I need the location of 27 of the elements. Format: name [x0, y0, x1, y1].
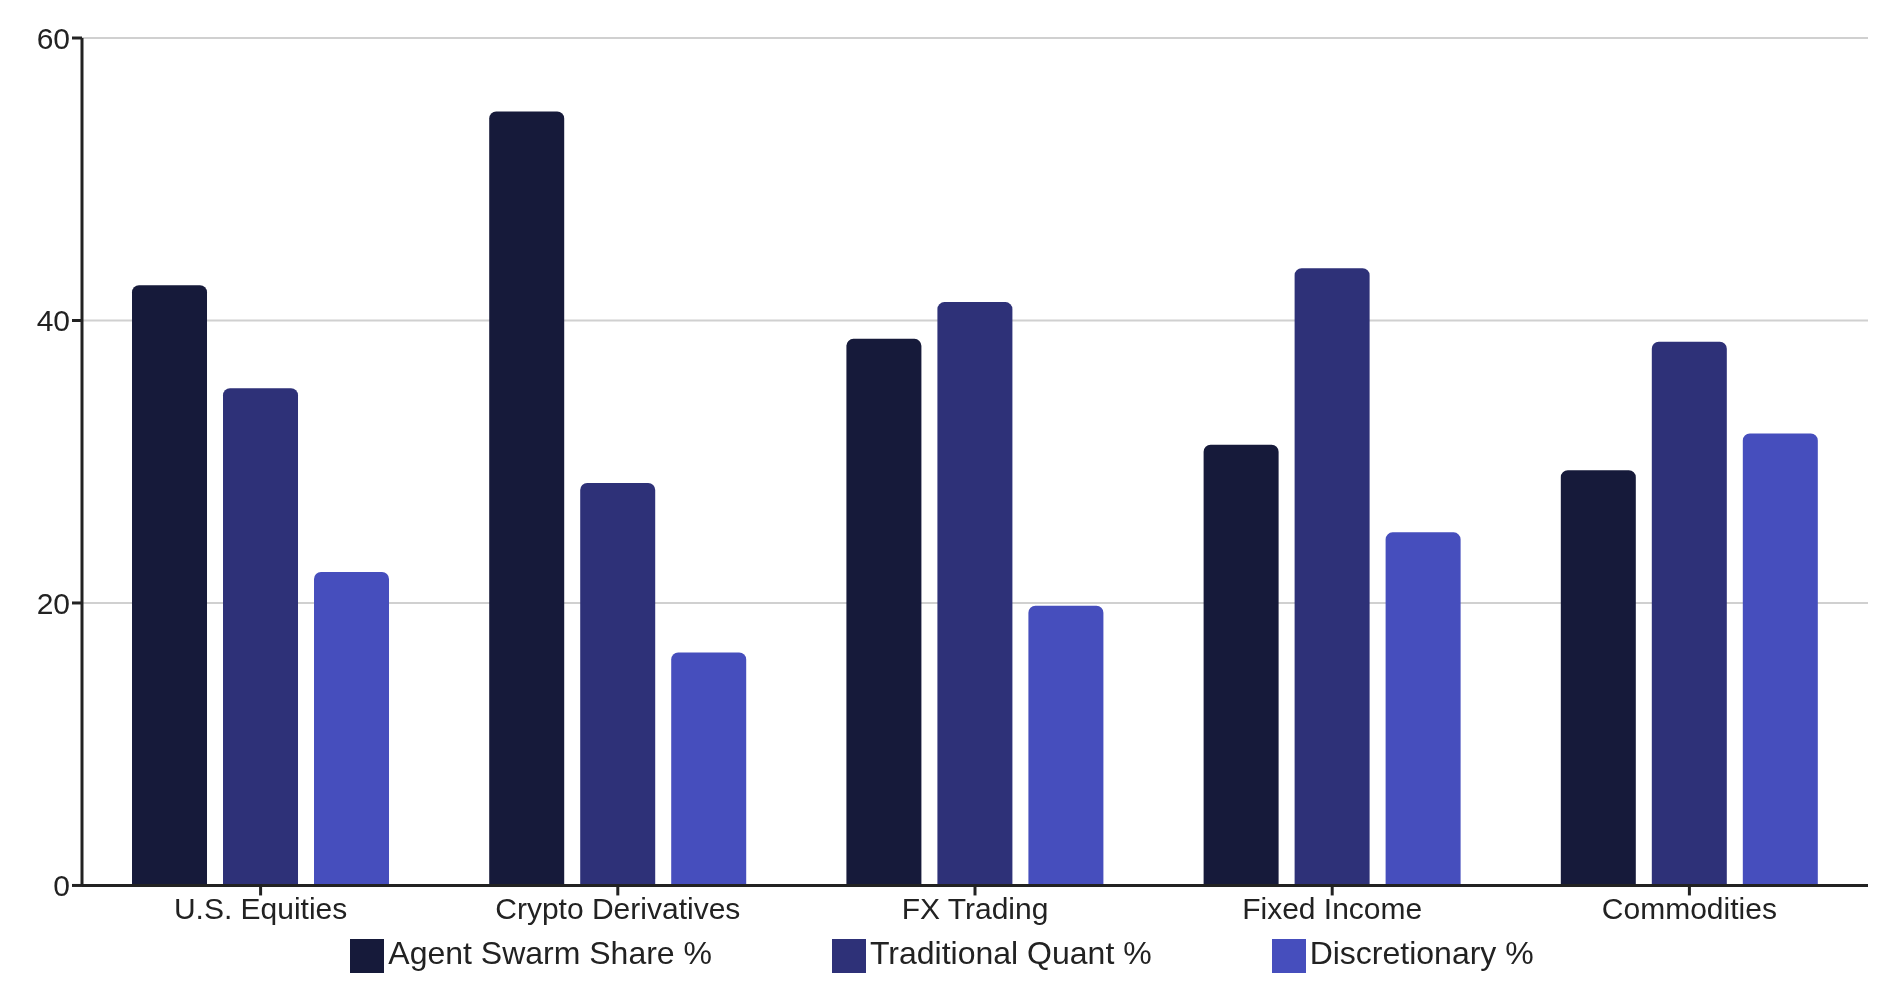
x-tick-label: Fixed Income	[1242, 891, 1423, 925]
bar	[1203, 444, 1279, 886]
y-tick-label: 20	[36, 586, 70, 620]
legend-label: Traditional Quant %	[870, 935, 1152, 972]
bar	[1651, 341, 1727, 886]
bar	[489, 111, 565, 886]
x-tick-label: Commodities	[1601, 891, 1777, 925]
legend-label: Discretionary %	[1309, 935, 1534, 972]
bar	[1742, 433, 1818, 886]
x-tick-label: U.S. Equities	[173, 891, 348, 925]
bar	[937, 302, 1013, 886]
bar	[846, 338, 922, 886]
bar	[1028, 605, 1104, 886]
bar	[314, 571, 390, 886]
bar	[1294, 268, 1370, 886]
bar	[223, 388, 299, 886]
y-tick-label: 40	[36, 304, 70, 338]
bar	[132, 285, 208, 886]
bar	[1385, 532, 1461, 886]
legend-label: Agent Swarm Share %	[388, 935, 712, 972]
bar	[1560, 470, 1636, 886]
bar	[580, 482, 656, 886]
y-tick-label: 0	[53, 869, 70, 903]
bar	[671, 652, 747, 886]
x-tick-label: FX Trading	[901, 891, 1049, 925]
y-tick-label: 60	[36, 21, 70, 55]
x-tick-label: Crypto Derivatives	[495, 891, 741, 925]
